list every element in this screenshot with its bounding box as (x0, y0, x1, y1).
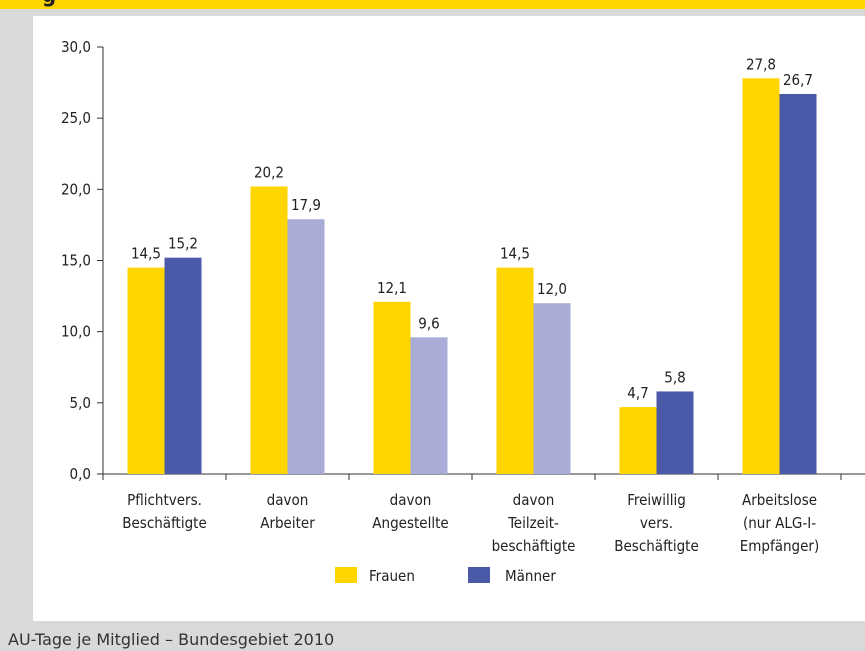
y-tick-label: 30,0 (61, 38, 91, 56)
chart-caption: AU-Tage je Mitglied – Bundesgebiet 2010 (8, 630, 335, 649)
data-label-frauen: 14,5 (131, 245, 161, 263)
legend-swatch-maenner (468, 567, 490, 583)
category-label: Angestellte (372, 514, 448, 532)
bar-frauen (373, 301, 411, 474)
category-label: davon (390, 491, 432, 509)
category-label: Arbeiter (260, 514, 315, 532)
legend-label-frauen: Frauen (369, 567, 415, 585)
bar-frauen (496, 267, 534, 474)
y-tick-label: 10,0 (61, 323, 91, 341)
bar-maenner (656, 391, 694, 474)
legend-swatch-frauen (335, 567, 357, 583)
bar-frauen (619, 407, 657, 474)
header-accent-bar: g (0, 0, 865, 9)
data-label-frauen: 14,5 (500, 245, 530, 263)
y-tick-label: 25,0 (61, 109, 91, 127)
header-title-fragment: g (42, 0, 56, 8)
category-label: (nur ALG-I- (743, 514, 816, 532)
category-label: beschäftigte (492, 537, 576, 555)
data-label-maenner: 17,9 (291, 196, 321, 214)
data-label-frauen: 4,7 (627, 384, 648, 402)
bar-maenner (410, 337, 448, 474)
y-tick-label: 15,0 (61, 252, 91, 270)
category-label: Beschäftigte (614, 537, 699, 555)
data-label-maenner: 15,2 (168, 235, 198, 253)
bar-maenner (164, 257, 202, 474)
data-label-maenner: 9,6 (418, 314, 439, 332)
category-label: davon (513, 491, 555, 509)
data-label-maenner: 26,7 (783, 71, 813, 89)
data-label-maenner: 12,0 (537, 280, 567, 298)
y-tick-label: 5,0 (70, 394, 91, 412)
y-tick-label: 0,0 (70, 465, 91, 483)
category-label: Freiwillig (627, 491, 686, 509)
category-label: Teilzeit- (507, 514, 559, 532)
bar-chart: 0,0 5,0 10,0 15,0 20,0 25,0 30,0 14,5 15,2 Pflich… (61, 38, 865, 585)
category-label: Beschäftigte (122, 514, 207, 532)
category-label: Empfänger) (740, 537, 820, 555)
data-label-frauen: 20,2 (254, 163, 284, 181)
chart-panel: 0,0 5,0 10,0 15,0 20,0 25,0 30,0 14,5 15,2 Pflich… (33, 16, 865, 621)
bar-maenner (287, 219, 325, 474)
data-label-frauen: 27,8 (746, 55, 776, 73)
bar-frauen (742, 78, 780, 475)
bar-maenner (779, 93, 817, 474)
category-label: Arbeitslose (742, 491, 817, 509)
category-label: davon (267, 491, 309, 509)
data-label-frauen: 12,1 (377, 279, 407, 297)
bar-frauen (127, 267, 165, 474)
y-tick-label: 20,0 (61, 180, 91, 198)
legend-label-maenner: Männer (505, 567, 556, 585)
data-label-maenner: 5,8 (664, 368, 685, 386)
category-label: Pflichtvers. (127, 491, 202, 509)
bar-frauen (250, 186, 288, 474)
category-label: vers. (640, 514, 673, 532)
bar-maenner (533, 303, 571, 474)
